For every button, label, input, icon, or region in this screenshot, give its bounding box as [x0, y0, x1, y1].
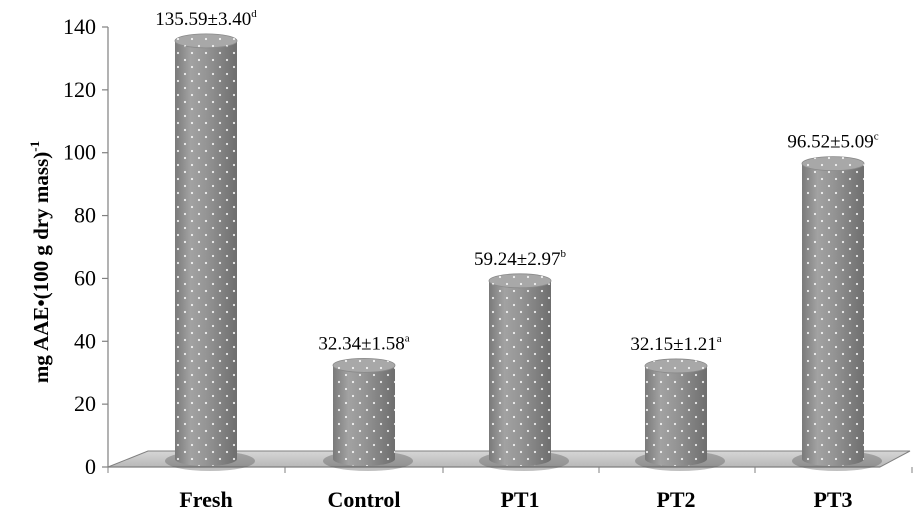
y-tick-label: 60 — [74, 265, 96, 290]
bar-dot-pattern — [802, 163, 864, 466]
bar-top-dots — [489, 273, 551, 288]
bar-control — [323, 357, 413, 471]
x-tick-label: PT3 — [813, 487, 852, 512]
y-tick-label: 100 — [63, 140, 96, 165]
bar-top-dots — [802, 156, 864, 171]
data-label: 32.34±1.58a — [318, 332, 409, 354]
y-axis-title-text: mg AAE•(100 g dry mass) — [29, 152, 53, 383]
data-label-value: 135.59±3.40 — [155, 9, 251, 30]
x-ticks: Fresh Control PT1 PT2 PT3 — [107, 467, 913, 512]
significance-letter: a — [717, 333, 722, 345]
data-label: 135.59±3.40d — [155, 8, 257, 30]
y-axis-title-superscript: -1 — [27, 141, 42, 152]
y-tick-label: 80 — [74, 203, 96, 228]
bar-dot-pattern — [645, 365, 707, 466]
data-label-value: 32.15±1.21 — [630, 334, 716, 355]
significance-letter: c — [874, 131, 879, 143]
axes — [107, 27, 880, 468]
bar-dot-pattern — [333, 365, 395, 466]
bar-top-dots — [333, 358, 395, 373]
data-label-value: 96.52±5.09 — [787, 132, 873, 153]
significance-letter: b — [560, 248, 566, 260]
bar-top-dots — [175, 33, 237, 48]
y-ticks: 0 20 40 60 80 100 120 140 — [63, 14, 108, 479]
bar-pt2 — [635, 358, 725, 471]
x-tick-label: PT1 — [500, 487, 539, 512]
data-label: 96.52±5.09c — [787, 131, 878, 153]
data-label: 32.15±1.21a — [630, 333, 721, 355]
svg-text:mg AAE•(100 g dry mass)-1: mg AAE•(100 g dry mass)-1 — [27, 141, 53, 383]
bars — [165, 33, 882, 471]
data-label-value: 59.24±2.97 — [474, 249, 560, 270]
data-label: 59.24±2.97b — [474, 248, 566, 270]
bar-top-dots — [645, 358, 707, 373]
data-labels: 135.59±3.40d32.34±1.58a59.24±2.97b32.15±… — [155, 8, 878, 355]
y-tick-label: 40 — [74, 328, 96, 353]
x-tick-label: Control — [328, 487, 401, 512]
x-tick-label: PT2 — [656, 487, 695, 512]
y-tick-label: 120 — [63, 77, 96, 102]
significance-letter: d — [251, 8, 257, 20]
bar-pt1 — [479, 273, 569, 471]
bar-dot-pattern — [175, 40, 237, 467]
bar-fresh — [165, 33, 255, 471]
y-axis-title: mg AAE•(100 g dry mass)-1 — [27, 141, 53, 383]
y-tick-label: 140 — [63, 14, 96, 39]
y-tick-label: 20 — [74, 391, 96, 416]
data-label-value: 32.34±1.58 — [318, 333, 404, 354]
y-tick-label: 0 — [85, 454, 96, 479]
significance-letter: a — [405, 332, 410, 344]
bar-pt3 — [792, 156, 882, 471]
bar-dot-pattern — [489, 280, 551, 466]
x-tick-label: Fresh — [179, 487, 232, 512]
